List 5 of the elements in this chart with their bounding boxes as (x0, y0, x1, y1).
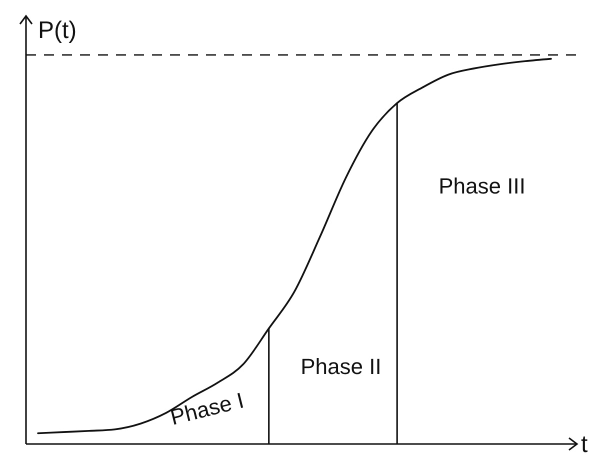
annotation: Phase II (300, 354, 382, 379)
annotation: Phase III (438, 174, 526, 199)
x-axis-title: t (581, 431, 588, 458)
y-axis-title: P(t) (38, 17, 77, 44)
annotation: Phase I (168, 388, 246, 430)
